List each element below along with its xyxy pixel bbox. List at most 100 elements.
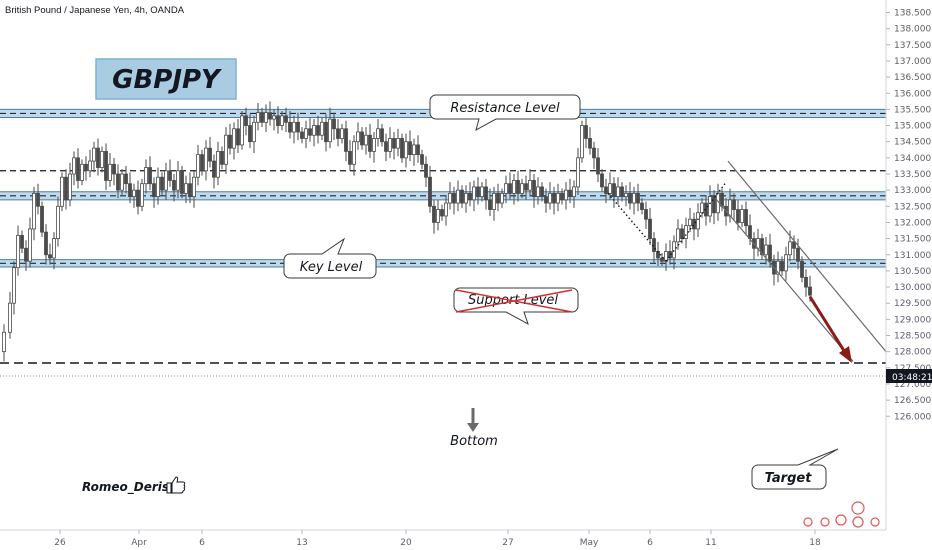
candle-body (568, 189, 572, 198)
thumbs-up-icon (166, 476, 186, 494)
candle-body (72, 157, 76, 175)
price-tick-label: 126.500 (894, 396, 931, 406)
candle-body (576, 157, 580, 188)
price-tick-label: 136.500 (894, 73, 931, 83)
price-tick-label: 133.000 (894, 186, 931, 196)
candle-body (188, 183, 192, 198)
candle-body (80, 163, 84, 181)
candle-body (260, 112, 264, 123)
candle-body (268, 112, 272, 120)
candle-body (160, 176, 164, 191)
candle-body (132, 189, 136, 198)
candle-body (284, 115, 288, 123)
candle-body (2, 331, 6, 353)
candle-body (432, 205, 436, 223)
candle-body (252, 121, 256, 143)
candle-body (500, 192, 504, 204)
time-tick-label: May (580, 538, 599, 548)
candle-body (768, 244, 772, 262)
candle-body (256, 112, 260, 123)
candle-body (456, 189, 460, 204)
candle-body (692, 218, 696, 230)
price-tick-label: 135.000 (894, 122, 931, 132)
candle-body (336, 128, 340, 139)
candle-body (536, 186, 540, 198)
candle-body (468, 192, 472, 201)
target-callout (751, 448, 839, 490)
candle-body (800, 260, 804, 278)
candle-body (328, 118, 332, 143)
current-price-badge (886, 369, 932, 383)
candle-body (64, 176, 68, 201)
candle-body (640, 202, 644, 210)
candle-body (136, 189, 140, 207)
candle-body (632, 192, 636, 204)
candle-body (296, 121, 300, 133)
price-tick-label: 132.500 (894, 202, 931, 212)
candle-body (236, 128, 240, 146)
candle-body (796, 247, 800, 262)
title-box (95, 58, 237, 100)
author-signature: Romeo_Deris (82, 480, 169, 495)
time-tick-label: 26 (54, 538, 66, 548)
candle-body (396, 138, 400, 149)
candle-body (548, 192, 552, 204)
price-tick-label: 133.500 (894, 170, 931, 180)
candle-body (324, 121, 328, 143)
candle-body (452, 192, 456, 204)
dashed-levels (0, 170, 886, 364)
candle-body (212, 160, 216, 178)
candle-body (240, 115, 244, 146)
time-tick-label: 6 (647, 538, 653, 548)
candle-body (204, 147, 208, 172)
current-price-label: 03:48:21 (892, 373, 932, 383)
candle-body (340, 128, 344, 139)
candle-body (304, 128, 308, 139)
candle-body (744, 209, 748, 227)
price-tick-label: 138.000 (894, 25, 931, 35)
time-tick-label: 27 (502, 538, 513, 548)
candle-body (300, 131, 304, 139)
price-tick-label: 137.500 (894, 41, 931, 51)
bottom-label: Bottom (450, 434, 498, 449)
time-tick-label: 11 (705, 538, 716, 548)
candle-body (368, 134, 372, 152)
candle-body (408, 141, 412, 156)
candle-body (68, 173, 72, 201)
resistance-callout-text: Resistance Level (450, 101, 560, 116)
candle-body (520, 183, 524, 194)
candle-body (792, 241, 796, 249)
candle-body (308, 128, 312, 136)
support-callout (453, 287, 579, 326)
support-strike-2 (455, 289, 573, 313)
candle-body (292, 121, 296, 133)
time-tick-label: 18 (809, 538, 821, 548)
candle-body (84, 163, 88, 172)
candle-body (460, 189, 464, 204)
price-tick-label: 136.000 (894, 89, 931, 99)
candle-body (544, 196, 548, 204)
candle-body (492, 192, 496, 210)
price-axis[interactable]: 138.500 138.000 137.500 137.000 136.500 136.0… (886, 9, 931, 423)
candle-body (96, 147, 100, 168)
candle-body (508, 183, 512, 194)
candle-body (688, 218, 692, 227)
price-tick-label: 132.000 (894, 218, 931, 228)
candle-body (808, 286, 812, 296)
candle-body (16, 234, 20, 269)
key-level-callout (283, 237, 377, 279)
candle-body (648, 218, 652, 240)
candle-body (24, 247, 28, 262)
candle-body (384, 141, 388, 152)
candle-body (476, 186, 480, 198)
candle-body (608, 183, 612, 194)
candle-body (216, 150, 220, 178)
zigzag-line-1 (665, 183, 726, 262)
price-tick-label: 127.000 (894, 380, 931, 390)
candle-body (420, 154, 424, 165)
candle-body (60, 176, 64, 207)
candle-body (672, 241, 676, 259)
candle-body (748, 225, 752, 239)
time-axis[interactable]: 26 Apr 6 13 20 27 May 6 11 18 (54, 530, 821, 548)
candle-body (644, 209, 648, 220)
